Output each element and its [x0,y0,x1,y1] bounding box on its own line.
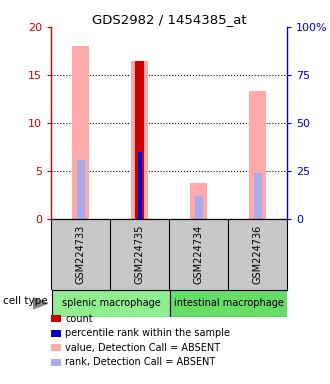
Text: rank, Detection Call = ABSENT: rank, Detection Call = ABSENT [65,358,215,367]
Polygon shape [33,298,48,309]
Text: percentile rank within the sample: percentile rank within the sample [65,328,230,338]
Text: value, Detection Call = ABSENT: value, Detection Call = ABSENT [65,343,220,353]
Bar [138,152,142,219]
Bar [135,61,145,219]
Bar [52,290,170,317]
Text: GSM224735: GSM224735 [135,225,145,284]
Bar [77,161,84,219]
Text: intestinal macrophage: intestinal macrophage [174,298,284,308]
Bar [195,196,203,219]
Text: cell type: cell type [3,296,48,306]
Bar [254,173,262,219]
Text: GSM224736: GSM224736 [252,225,263,284]
Title: GDS2982 / 1454385_at: GDS2982 / 1454385_at [92,13,247,26]
Bar [190,184,208,219]
Text: splenic macrophage: splenic macrophage [62,298,161,308]
Bar [136,152,144,219]
Bar [131,61,148,219]
Text: GSM224733: GSM224733 [76,225,86,284]
Bar [170,290,288,317]
Bar [72,46,89,219]
Text: count: count [65,314,93,324]
Bar [249,91,266,219]
Text: GSM224734: GSM224734 [194,225,204,284]
